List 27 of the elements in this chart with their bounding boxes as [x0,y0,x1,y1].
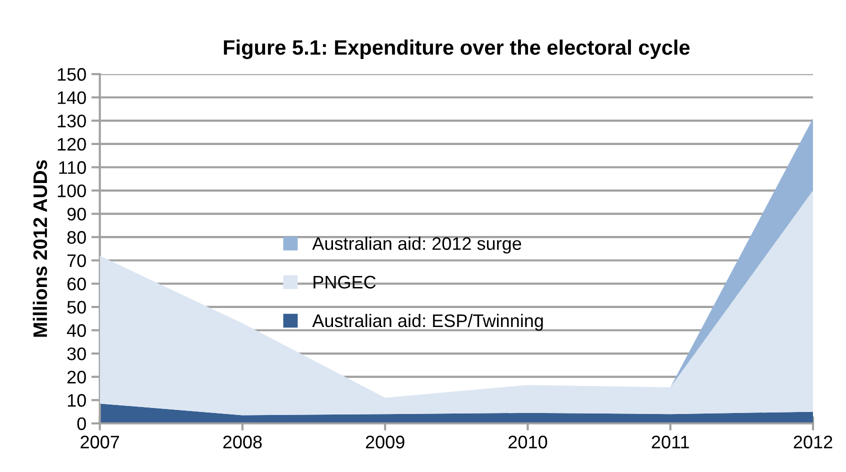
y-tick-label: 0 [77,417,86,430]
legend-label: Australian aid: ESP/Twinning [312,314,543,331]
x-tick-label: 2010 [508,436,548,448]
y-tick-label: 150 [58,68,86,81]
y-tick-label: 100 [58,184,86,198]
chart-title: Figure 5.1: Expenditure over the electoral cycle [224,40,690,60]
legend-label: Australian aid: 2012 surge [312,236,522,254]
y-tick-label: 50 [67,300,86,314]
legend-label: PNGEC [314,276,376,289]
x-tick-label: 2008 [223,436,262,448]
y-tick-label: 30 [67,347,86,360]
y-tick-label: 90 [67,208,86,221]
y-tick-label: 70 [67,254,86,268]
y-tick-label: 10 [68,394,86,407]
y-tick-label: 20 [67,370,86,384]
y-tick-label: 140 [58,91,86,104]
y-axis-title: Millions 2012 AUDs [32,160,48,337]
y-tick-label: 40 [66,324,86,337]
x-tick-label: 2009 [366,436,404,448]
y-tick-label: 130 [58,114,86,128]
y-tick-label: 120 [58,138,86,151]
y-tick-label: 110 [59,161,86,174]
y-tick-label: 80 [67,231,86,244]
x-tick-label: 2011 [652,436,689,448]
x-tick-label: 2007 [80,436,120,448]
x-tick-label: 2012 [794,436,832,448]
y-tick-label: 60 [67,278,86,290]
